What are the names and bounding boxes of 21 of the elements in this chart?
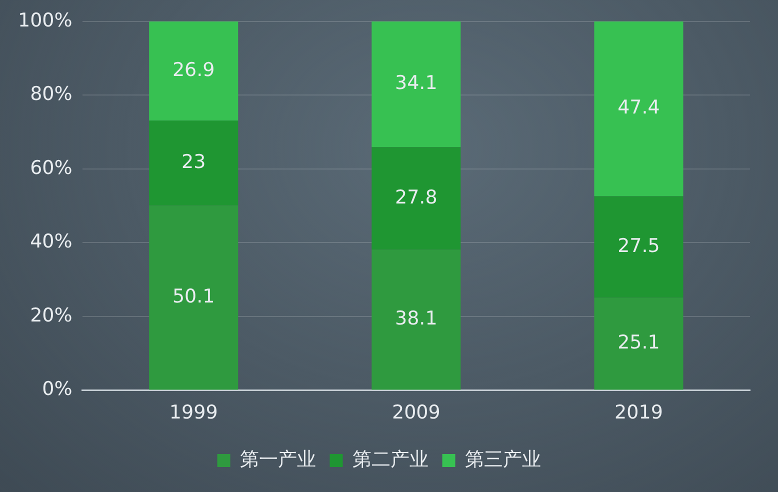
x-tick-label: 2009 (392, 402, 440, 424)
data-label: 23 (182, 150, 206, 173)
y-tick-label: 0% (42, 378, 72, 400)
data-label: 25.1 (618, 332, 660, 354)
data-label: 47.4 (618, 96, 660, 119)
data-label: 34.1 (395, 72, 438, 94)
data-label: 26.9 (172, 58, 215, 81)
y-tick-label: 20% (30, 304, 72, 326)
data-label: 38.1 (395, 308, 438, 330)
legend-label: 第三产业 (464, 448, 541, 470)
y-tick-label: 100% (18, 9, 72, 32)
legend-label: 第一产业 (240, 448, 316, 470)
y-tick-label: 40% (30, 230, 72, 253)
data-label: 27.8 (395, 186, 438, 208)
y-tick-label: 60% (30, 156, 72, 179)
legend-label: 第二产业 (352, 448, 428, 470)
data-label: 50.1 (172, 286, 215, 308)
x-tick-label: 1999 (169, 402, 218, 424)
x-tick-label: 2019 (614, 402, 663, 424)
y-tick-label: 80% (30, 83, 72, 106)
data-label: 27.5 (618, 234, 660, 257)
